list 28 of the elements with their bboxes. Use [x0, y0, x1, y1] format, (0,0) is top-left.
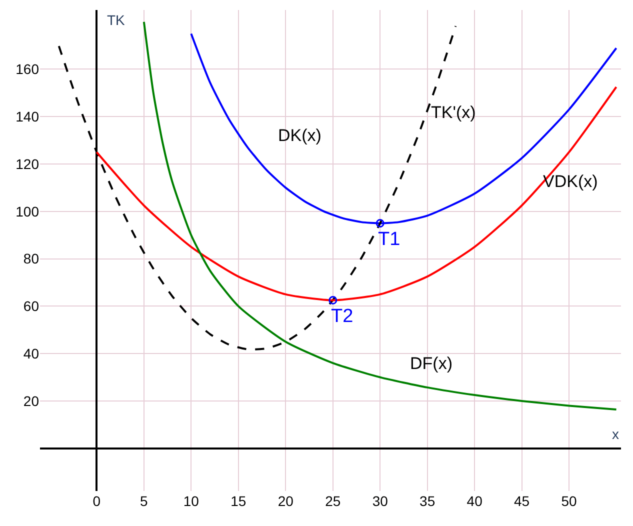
x-tick-label: 30	[372, 493, 388, 509]
annotation: T2	[331, 306, 354, 327]
y-axis-title: TK	[107, 12, 126, 28]
y-tick-label: 100	[16, 203, 40, 220]
series-label: DF(x)	[410, 354, 452, 373]
x-tick-label: 5	[140, 493, 148, 509]
x-tick-label: 20	[278, 493, 294, 509]
x-tick-label: 50	[561, 493, 578, 509]
x-tick-label: 25	[325, 493, 341, 509]
x-tick-label: 35	[420, 493, 436, 509]
x-tick-label: 40	[466, 493, 483, 509]
x-axis-title: x	[612, 426, 619, 442]
x-tick-label: 45	[514, 493, 530, 509]
series-label: VDK(x)	[543, 172, 598, 191]
y-tick-label: 20	[23, 392, 40, 409]
series-label: TK'(x)	[431, 103, 476, 122]
y-tick-label: 80	[23, 250, 40, 267]
x-tick-label: 15	[230, 493, 246, 509]
annotation: T1	[378, 229, 400, 250]
series-label: DK(x)	[278, 126, 322, 145]
x-tick-label: 10	[183, 493, 200, 509]
y-tick-label: 160	[16, 61, 40, 78]
y-tick-label: 40	[23, 345, 40, 362]
line-series	[142, 20, 618, 410]
y-tick-label: 120	[16, 156, 40, 172]
y-tick-label: 140	[16, 108, 40, 125]
y-tick-label: 60	[23, 298, 40, 314]
x-tick-label: 0	[92, 493, 101, 509]
